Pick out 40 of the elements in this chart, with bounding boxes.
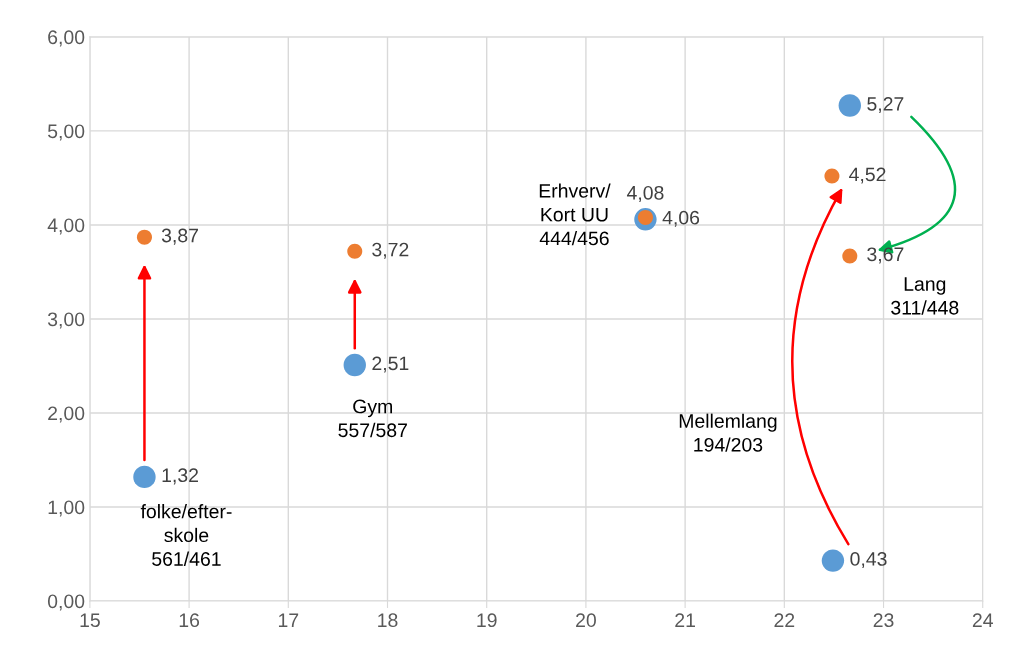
point — [842, 248, 858, 264]
y-tick-label: 1,00 — [48, 500, 85, 517]
point — [347, 243, 363, 259]
annotation: folke/efter- skole 561/461 — [140, 504, 232, 566]
x-tick-label: 16 — [179, 613, 200, 628]
data-label: 3,72 — [372, 242, 409, 259]
x-tick-label: 23 — [873, 613, 894, 628]
annotation: Gym 557/587 — [338, 399, 407, 438]
y-tick-label: 4,00 — [47, 218, 85, 235]
x-tick-label: 21 — [675, 613, 695, 627]
point — [824, 168, 840, 184]
data-label: 3,67 — [867, 247, 904, 264]
x-tick-label: 17 — [278, 613, 299, 627]
point — [133, 465, 156, 489]
x-tick-label: 19 — [477, 613, 497, 628]
point — [838, 94, 861, 117]
x-tick-label: 20 — [576, 613, 596, 628]
point — [136, 229, 152, 245]
data-label: 1,32 — [162, 468, 198, 485]
y-tick-label: 6,00 — [48, 30, 85, 47]
data-label: 0,43 — [850, 552, 887, 569]
point — [343, 353, 366, 377]
data-label: 3,87 — [161, 228, 198, 245]
x-tick-label: 15 — [80, 613, 100, 628]
data-label: 4,52 — [849, 167, 886, 184]
annotation: Mellemlang 194/203 — [679, 413, 777, 452]
y-tick-label: 0,00 — [47, 594, 85, 611]
x-tick-label: 24 — [972, 613, 993, 627]
y-tick-label: 5,00 — [47, 124, 85, 141]
data-label: 4,06 — [662, 210, 700, 227]
data-label: 2,51 — [372, 356, 409, 373]
data-label: 4,08 — [626, 185, 664, 202]
y-tick-label: 3,00 — [47, 312, 85, 329]
data-label: 5,27 — [867, 96, 904, 114]
x-tick-label: 18 — [378, 613, 398, 628]
y-tick-label: 2,00 — [48, 406, 85, 423]
annotation: Lang 311/448 — [891, 277, 959, 315]
x-tick-label: 22 — [774, 613, 795, 627]
point — [821, 549, 845, 572]
annotation: Erhverv/ Kort UU 444/456 — [539, 183, 611, 246]
